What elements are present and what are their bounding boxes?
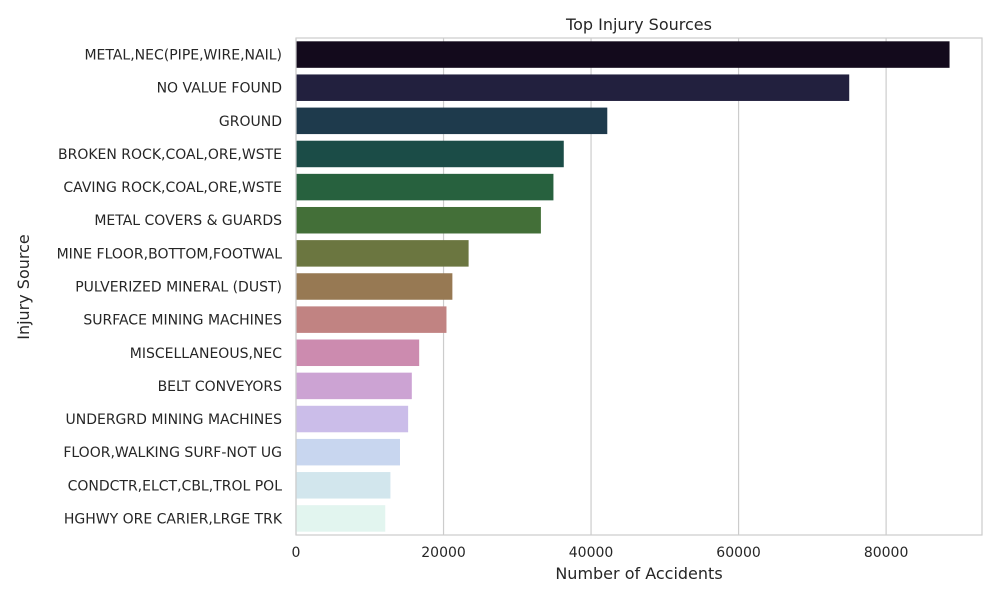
x-tick-label: 80000 <box>864 545 909 561</box>
x-tick-label: 0 <box>292 545 301 561</box>
bar <box>296 273 453 300</box>
y-tick-label: BELT CONVEYORS <box>158 379 283 395</box>
y-tick-label: PULVERIZED MINERAL (DUST) <box>75 280 282 296</box>
bar <box>296 41 950 68</box>
y-tick-labels: METAL,NEC(PIPE,WIRE,NAIL) NO VALUE FOUND G… <box>57 48 283 528</box>
bar <box>296 405 409 433</box>
x-tick-label: 40000 <box>569 545 614 561</box>
y-tick-label: GROUND <box>219 114 282 130</box>
y-tick-label: SURFACE MINING MACHINES <box>83 313 282 329</box>
y-tick-label: CONDCTR,ELCT,CBL,TROL POL <box>68 478 283 494</box>
y-axis-title: Injury Source <box>14 234 33 340</box>
y-tick-label: MISCELLANEOUS,NEC <box>130 346 282 362</box>
y-tick-label: UNDERGRD MINING MACHINES <box>65 412 282 428</box>
x-axis-title: Number of Accidents <box>555 564 722 583</box>
bar <box>296 438 401 466</box>
bar <box>296 206 541 234</box>
bar <box>296 372 412 400</box>
y-tick-label: BROKEN ROCK,COAL,ORE,WSTE <box>58 147 282 163</box>
y-tick-label: HGHWY ORE CARIER,LRGE TRK <box>64 511 283 527</box>
bar <box>296 107 608 135</box>
y-tick-label: METAL COVERS & GUARDS <box>94 213 282 229</box>
x-tick-labels: 0 20000 40000 60000 80000 <box>292 545 909 561</box>
y-tick-label: CAVING ROCK,COAL,ORE,WSTE <box>63 180 282 196</box>
chart-title: Top Injury Sources <box>565 15 712 34</box>
y-tick-label: MINE FLOOR,BOTTOM,FOOTWAL <box>57 246 283 262</box>
x-tick-label: 60000 <box>716 545 761 561</box>
bar <box>296 74 850 101</box>
bar <box>296 472 391 499</box>
bar <box>296 339 420 367</box>
y-tick-label: NO VALUE FOUND <box>157 81 282 97</box>
bars <box>296 41 950 532</box>
bar <box>296 306 447 333</box>
y-tick-label: FLOOR,WALKING SURF-NOT UG <box>63 445 282 461</box>
x-tick-label: 20000 <box>421 545 466 561</box>
plot-frame <box>295 37 983 536</box>
bar <box>296 173 554 201</box>
bar <box>296 505 386 532</box>
y-tick-label: METAL,NEC(PIPE,WIRE,NAIL) <box>84 48 282 64</box>
bar <box>296 140 564 168</box>
bar <box>296 240 469 267</box>
